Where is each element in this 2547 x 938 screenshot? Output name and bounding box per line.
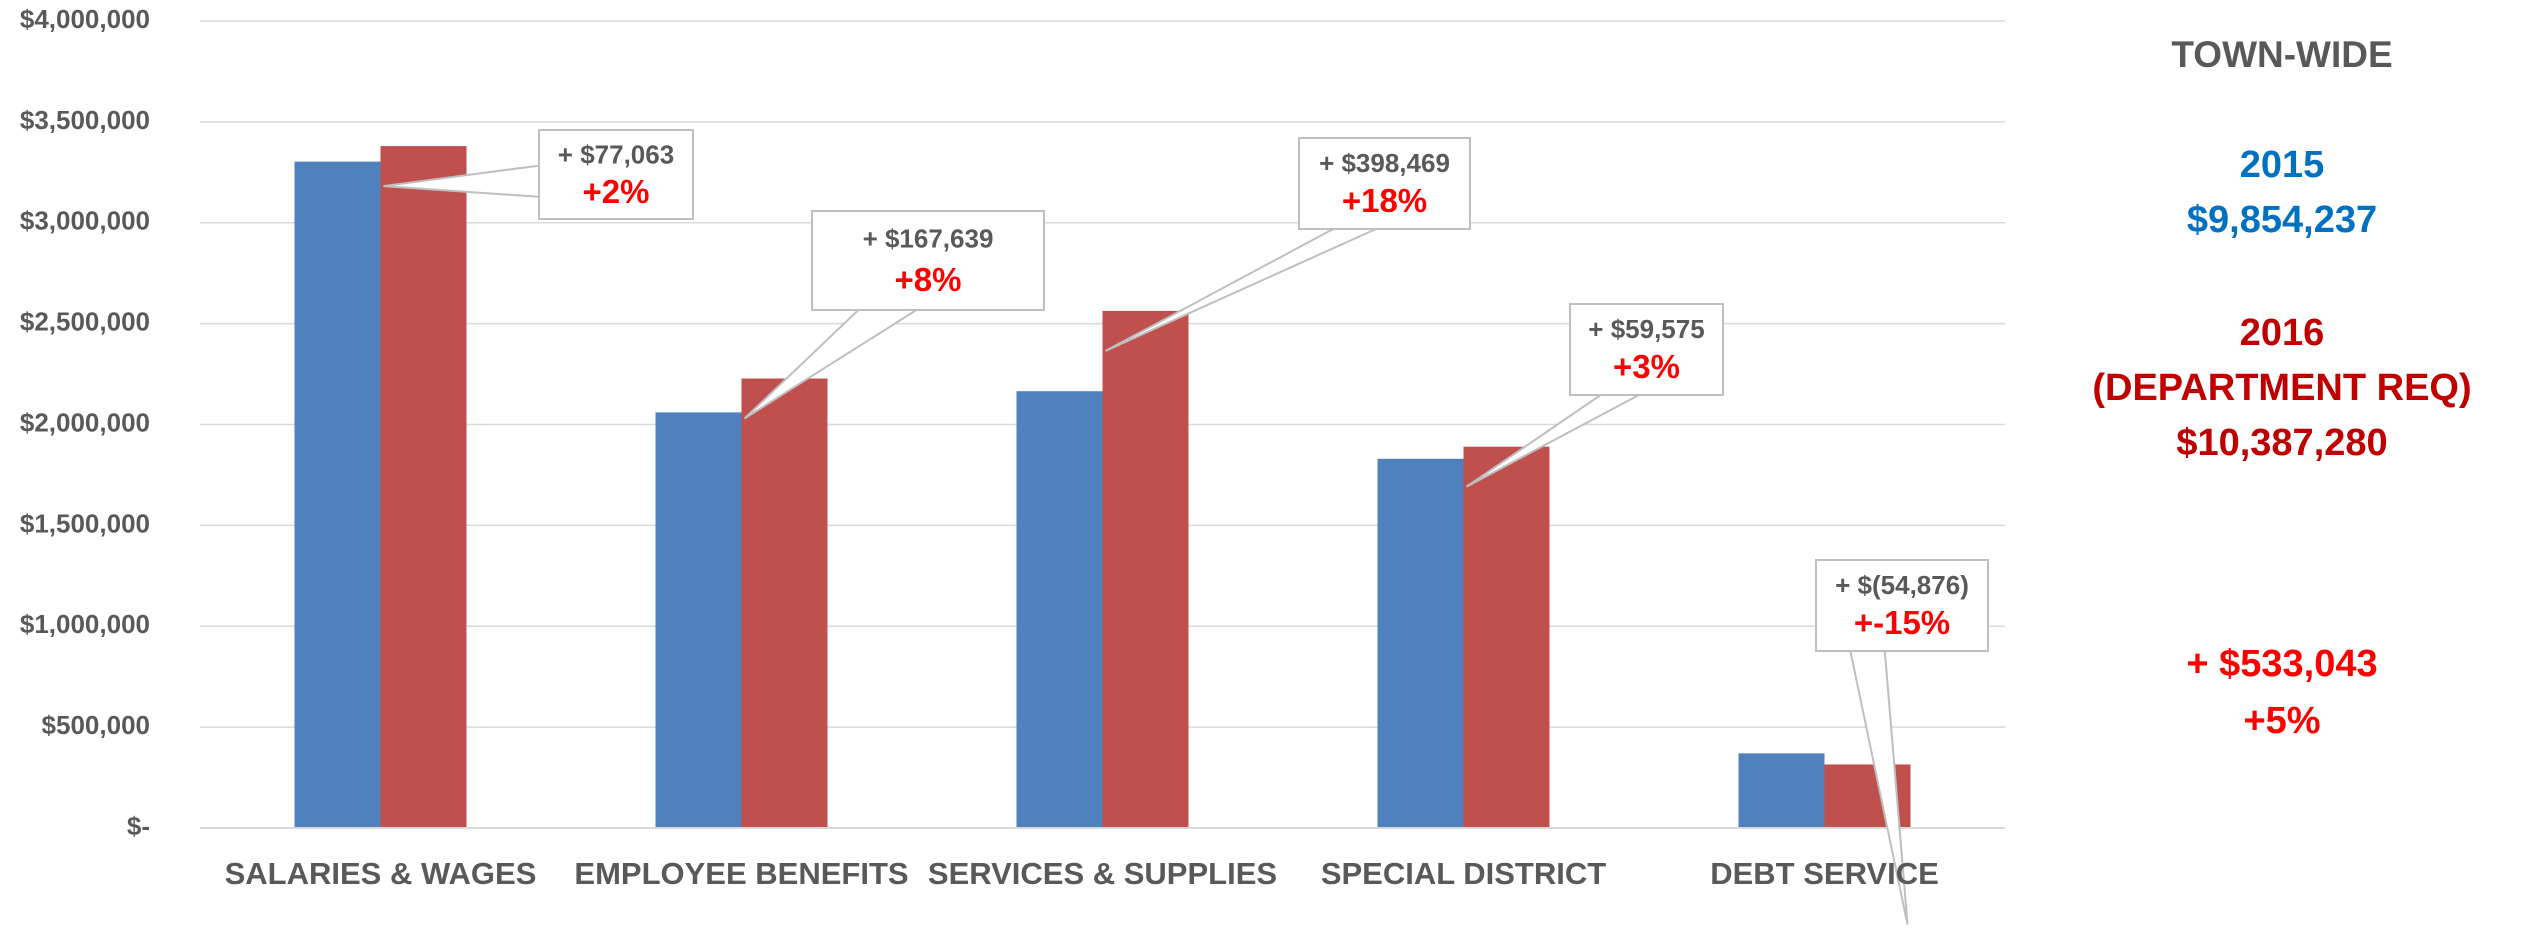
callout-change: + $59,575 [1588, 314, 1704, 344]
panel-title: TOWN-WIDE [2171, 34, 2392, 75]
callout-percent: +18% [1342, 182, 1427, 219]
y-tick-label: $2,500,000 [20, 307, 150, 337]
callout-box [1569, 303, 1724, 396]
y-tick-label: $500,000 [42, 710, 150, 740]
callout-change: + $77,063 [558, 140, 674, 170]
series-total: $10,387,280 [2176, 422, 2387, 464]
callout-percent: +8% [895, 261, 962, 298]
x-tick-label: SALARIES & WAGES [224, 856, 537, 891]
callout-box [811, 210, 1045, 311]
callout-box [1815, 559, 1989, 652]
bar [1738, 753, 1825, 828]
change-amount: + $533,043 [2186, 643, 2377, 685]
series-total: $9,854,237 [2187, 199, 2377, 241]
bar [294, 161, 381, 828]
bar [655, 412, 742, 828]
x-tick-label: SERVICES & SUPPLIES [927, 856, 1278, 891]
callout-percent: +-15% [1854, 604, 1950, 641]
series-name: 2015 [2240, 144, 2325, 186]
callout-change: + $167,639 [863, 224, 994, 254]
x-tick-label: EMPLOYEE BENEFITS [574, 856, 909, 891]
callout-box [538, 129, 694, 220]
y-tick-label: $2,000,000 [20, 407, 150, 437]
x-tick-label: SPECIAL DISTRICT [1320, 856, 1607, 891]
x-tick-label: DEBT SERVICE [1710, 856, 1939, 891]
bar [1377, 458, 1464, 828]
callout-percent: +3% [1613, 348, 1680, 385]
y-tick-label: $1,500,000 [20, 508, 150, 538]
callout-percent: +2% [583, 173, 650, 210]
change-percent: +5% [2243, 700, 2320, 742]
bar [380, 146, 467, 828]
y-tick-label: $1,000,000 [20, 609, 150, 639]
bar [1102, 310, 1189, 828]
callout-change: + $(54,876) [1835, 570, 1969, 600]
y-tick-label: $4,000,000 [20, 4, 150, 34]
bar [741, 378, 828, 828]
y-tick-label: $3,000,000 [20, 206, 150, 236]
callout-change: + $398,469 [1319, 148, 1450, 178]
y-tick-label: $3,500,000 [20, 105, 150, 135]
bar [1463, 446, 1550, 828]
series-name: 2016 [2240, 312, 2325, 354]
bar [1016, 391, 1103, 828]
y-tick-label: $- [127, 811, 150, 841]
series-note: (DEPARTMENT REQ) [2092, 367, 2471, 409]
callout-box [1298, 137, 1471, 230]
